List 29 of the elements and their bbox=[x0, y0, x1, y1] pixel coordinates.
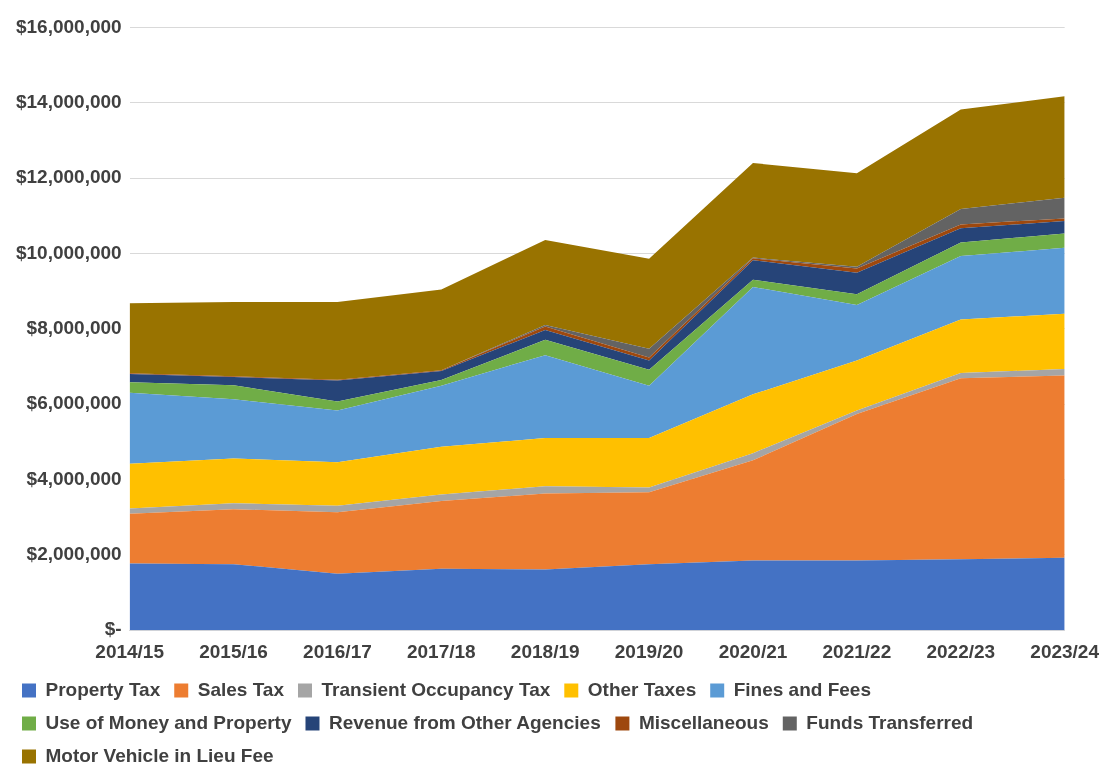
legend-label: Use of Money and Property bbox=[45, 711, 292, 733]
x-tick-label: 2020/21 bbox=[718, 640, 788, 662]
y-tick-label: $4,000,000 bbox=[26, 467, 122, 489]
y-tick-label: $8,000,000 bbox=[26, 317, 122, 339]
x-tick-label: 2021/22 bbox=[822, 640, 892, 662]
legend-label: Other Taxes bbox=[587, 678, 697, 700]
legend-label: Motor Vehicle in Lieu Fee bbox=[45, 744, 274, 766]
x-tick-label: 2022/23 bbox=[926, 640, 996, 662]
legend-label: Funds Transferred bbox=[806, 711, 974, 733]
x-tick-label: 2017/18 bbox=[406, 640, 476, 662]
y-tick-label: $10,000,000 bbox=[15, 241, 122, 263]
y-tick-label: $2,000,000 bbox=[26, 543, 122, 565]
x-tick-label: 2015/16 bbox=[199, 640, 268, 662]
x-tick-label: 2016/17 bbox=[303, 640, 372, 662]
y-tick-label: $14,000,000 bbox=[15, 90, 122, 112]
y-tick-label: $6,000,000 bbox=[26, 392, 122, 414]
x-tick-label: 2019/20 bbox=[614, 640, 684, 662]
legend-label: Miscellaneous bbox=[638, 711, 769, 733]
y-tick-label: $12,000,000 bbox=[15, 166, 122, 188]
legend-label: Revenue from Other Agencies bbox=[328, 711, 601, 733]
legend-label: Property Tax bbox=[45, 678, 161, 700]
x-tick-label: 2023/24 bbox=[1030, 640, 1100, 662]
x-tick-label: 2018/19 bbox=[510, 640, 580, 662]
x-tick-label: 2014/15 bbox=[95, 640, 165, 662]
legend-label: Fines and Fees bbox=[733, 678, 871, 700]
legend-label: Sales Tax bbox=[197, 678, 285, 700]
y-tick-label: $- bbox=[104, 618, 122, 640]
y-tick-label: $16,000,000 bbox=[15, 15, 122, 37]
legend-label: Transient Occupancy Tax bbox=[321, 678, 551, 700]
